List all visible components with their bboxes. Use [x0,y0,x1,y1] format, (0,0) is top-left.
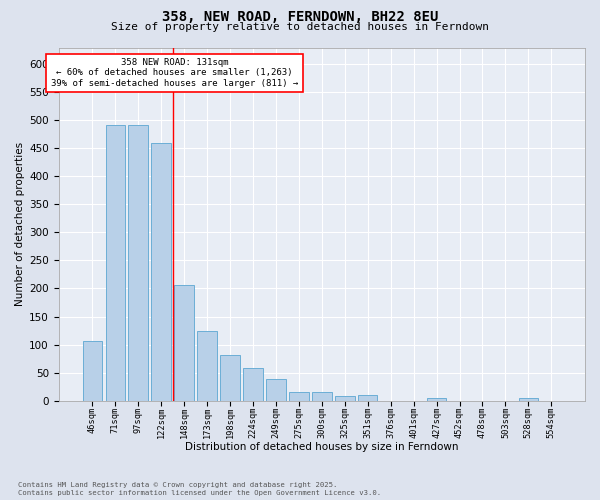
Bar [220,354,240,401]
Text: 358, NEW ROAD, FERNDOWN, BH22 8EU: 358, NEW ROAD, FERNDOWN, BH22 8EU [162,10,438,24]
Bar [518,398,538,400]
Bar [128,125,148,400]
Bar [197,331,217,400]
Bar [175,285,194,401]
Bar [243,368,263,400]
Bar [312,392,332,400]
Text: Size of property relative to detached houses in Ferndown: Size of property relative to detached ho… [111,22,489,32]
Text: 358 NEW ROAD: 131sqm
← 60% of detached houses are smaller (1,263)
39% of semi-de: 358 NEW ROAD: 131sqm ← 60% of detached h… [51,58,298,88]
Y-axis label: Number of detached properties: Number of detached properties [15,142,25,306]
Bar [106,125,125,400]
Bar [83,341,102,400]
X-axis label: Distribution of detached houses by size in Ferndown: Distribution of detached houses by size … [185,442,458,452]
Bar [335,396,355,400]
Bar [151,143,171,401]
Text: Contains HM Land Registry data © Crown copyright and database right 2025.: Contains HM Land Registry data © Crown c… [18,482,337,488]
Text: Contains public sector information licensed under the Open Government Licence v3: Contains public sector information licen… [18,490,381,496]
Bar [289,392,308,400]
Bar [266,378,286,400]
Bar [427,398,446,400]
Bar [358,395,377,400]
